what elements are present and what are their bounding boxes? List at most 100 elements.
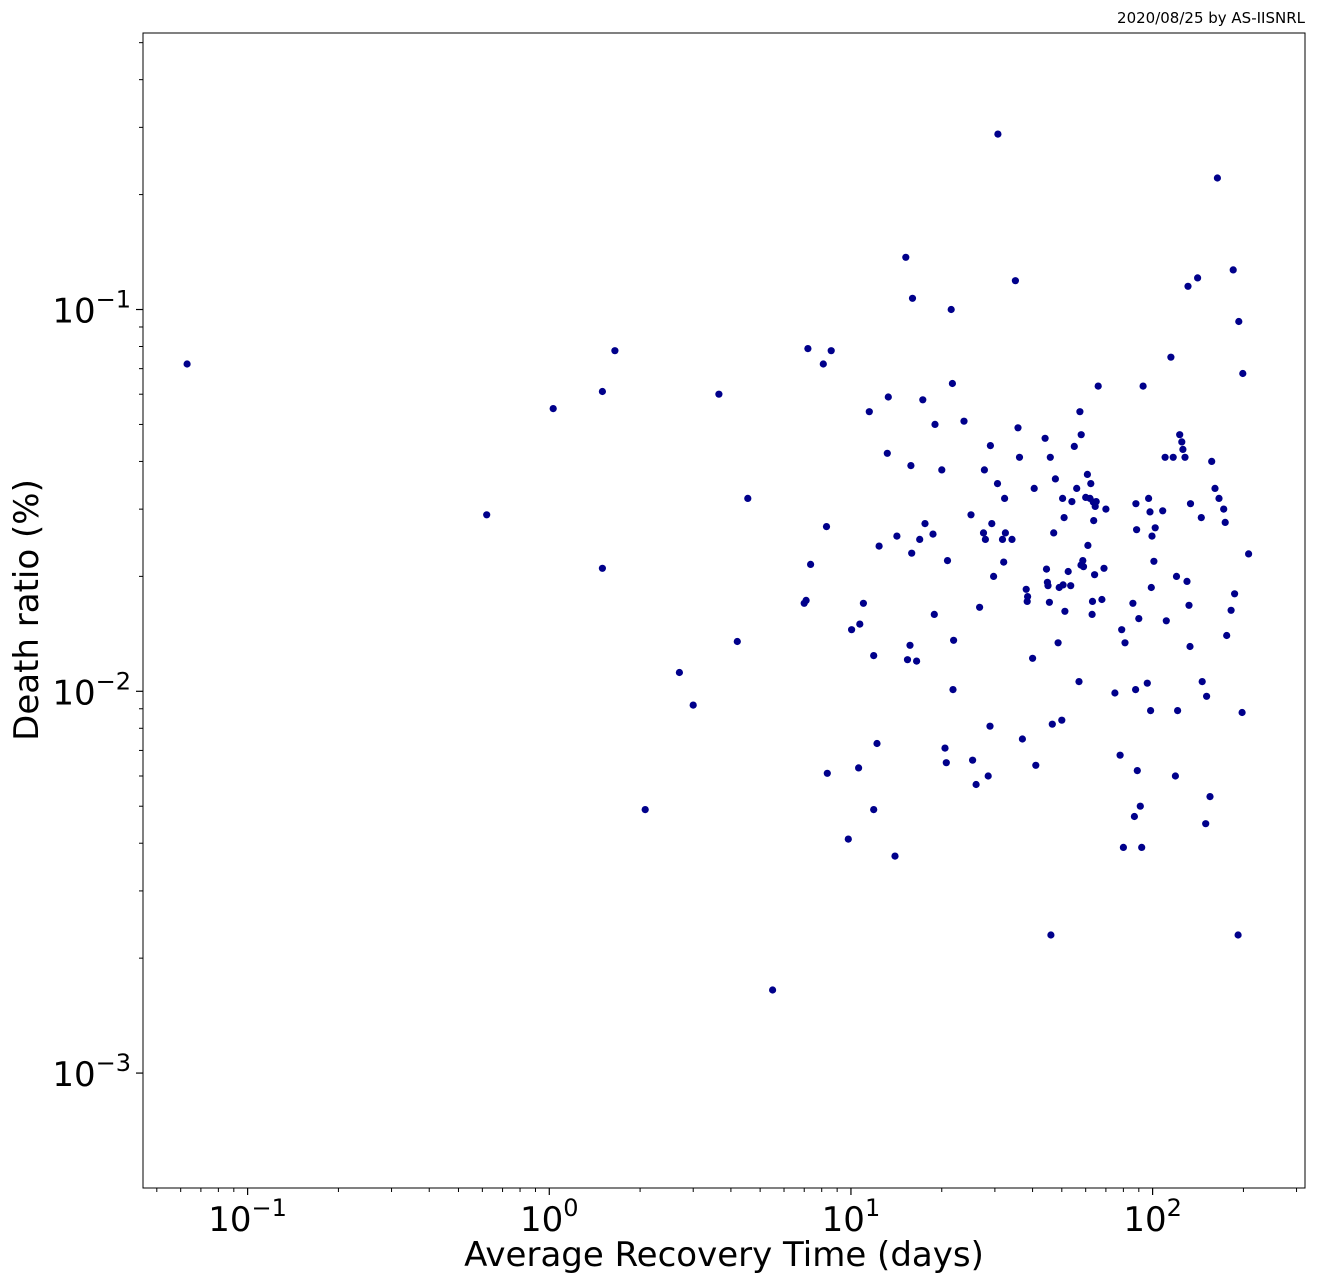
data-point xyxy=(1073,484,1081,492)
x-tick-label: 100 xyxy=(520,1194,579,1240)
data-point xyxy=(1048,720,1056,728)
x-tick-label: 101 xyxy=(822,1194,881,1240)
data-point xyxy=(994,130,1002,138)
data-point xyxy=(1001,529,1010,537)
data-point xyxy=(1079,563,1088,571)
data-point xyxy=(1138,843,1146,852)
data-point xyxy=(921,520,929,528)
data-point xyxy=(930,610,938,619)
data-point xyxy=(1133,767,1141,775)
data-point xyxy=(1220,505,1228,513)
data-point xyxy=(1184,282,1192,290)
data-point xyxy=(1186,642,1194,651)
data-point xyxy=(902,253,910,261)
data-point xyxy=(855,764,863,772)
data-point xyxy=(1167,353,1175,361)
data-point xyxy=(884,393,892,401)
data-point xyxy=(1059,581,1067,589)
data-point xyxy=(1061,607,1069,615)
data-point xyxy=(1083,470,1091,478)
data-point xyxy=(1159,507,1167,515)
data-point xyxy=(641,806,649,814)
data-point xyxy=(1088,597,1097,606)
data-point xyxy=(1239,369,1247,378)
data-point xyxy=(1161,453,1169,461)
data-point xyxy=(827,347,835,355)
data-point xyxy=(733,637,741,646)
data-point xyxy=(1087,480,1095,488)
x-tick-label: 102 xyxy=(1123,1194,1182,1240)
data-point xyxy=(1235,317,1243,326)
data-point xyxy=(1223,631,1231,640)
data-point xyxy=(875,542,883,550)
data-point xyxy=(1151,524,1159,532)
data-point xyxy=(1147,583,1155,592)
data-point xyxy=(949,686,957,694)
data-point xyxy=(1176,431,1184,439)
data-point xyxy=(744,494,752,502)
data-point xyxy=(1051,475,1059,483)
data-point xyxy=(1172,572,1181,581)
data-point xyxy=(906,641,914,649)
y-tick-label: 10−1 xyxy=(52,286,131,332)
data-point xyxy=(844,835,852,843)
data-point xyxy=(947,305,955,314)
data-point xyxy=(984,772,992,780)
data-point xyxy=(969,756,977,764)
data-point xyxy=(1197,514,1205,522)
data-point xyxy=(883,449,891,457)
data-point xyxy=(1077,431,1085,439)
data-point xyxy=(1213,174,1221,182)
x-axis-ticks: 10−1 100 101 102 xyxy=(208,1188,1182,1240)
data-point xyxy=(1178,438,1186,446)
plot-frame xyxy=(142,32,1306,1189)
data-point xyxy=(948,379,957,388)
data-point xyxy=(1206,793,1214,801)
data-point xyxy=(1000,558,1008,566)
data-point xyxy=(967,511,975,519)
data-point xyxy=(1068,498,1076,506)
data-point xyxy=(819,360,827,368)
data-point xyxy=(1136,802,1144,810)
data-point xyxy=(986,722,994,730)
data-point xyxy=(1174,707,1182,715)
data-point xyxy=(1045,598,1053,606)
data-point xyxy=(1119,843,1127,852)
data-point xyxy=(1130,812,1138,821)
data-point xyxy=(1116,751,1124,759)
data-point xyxy=(1203,692,1211,700)
y-tick-label: 10−2 xyxy=(52,667,131,713)
x-tick-label: 10−1 xyxy=(208,1194,287,1240)
data-point xyxy=(903,656,912,664)
data-point xyxy=(1208,457,1216,465)
data-point xyxy=(1090,517,1098,525)
data-point xyxy=(1118,626,1126,634)
data-point xyxy=(908,294,917,302)
data-point xyxy=(1169,453,1177,461)
data-point xyxy=(1084,541,1092,550)
data-point xyxy=(865,408,873,416)
data-point xyxy=(941,744,949,752)
data-point xyxy=(1221,518,1229,527)
data-point xyxy=(1008,535,1016,544)
data-points xyxy=(183,130,1253,994)
data-point xyxy=(1132,500,1140,508)
data-point xyxy=(1194,274,1202,282)
data-point xyxy=(1229,266,1237,274)
data-point xyxy=(960,417,968,425)
data-point xyxy=(1231,590,1239,598)
data-point xyxy=(1215,494,1223,502)
data-point xyxy=(483,511,491,519)
data-point xyxy=(943,557,952,565)
data-point xyxy=(1047,931,1055,939)
data-point xyxy=(913,657,921,665)
data-point xyxy=(1183,577,1191,586)
data-point xyxy=(931,420,939,428)
data-point xyxy=(938,466,946,474)
data-point xyxy=(1139,382,1147,390)
data-point xyxy=(1060,514,1068,522)
data-point xyxy=(972,780,980,789)
data-point xyxy=(1100,564,1108,572)
data-point xyxy=(1079,557,1087,565)
